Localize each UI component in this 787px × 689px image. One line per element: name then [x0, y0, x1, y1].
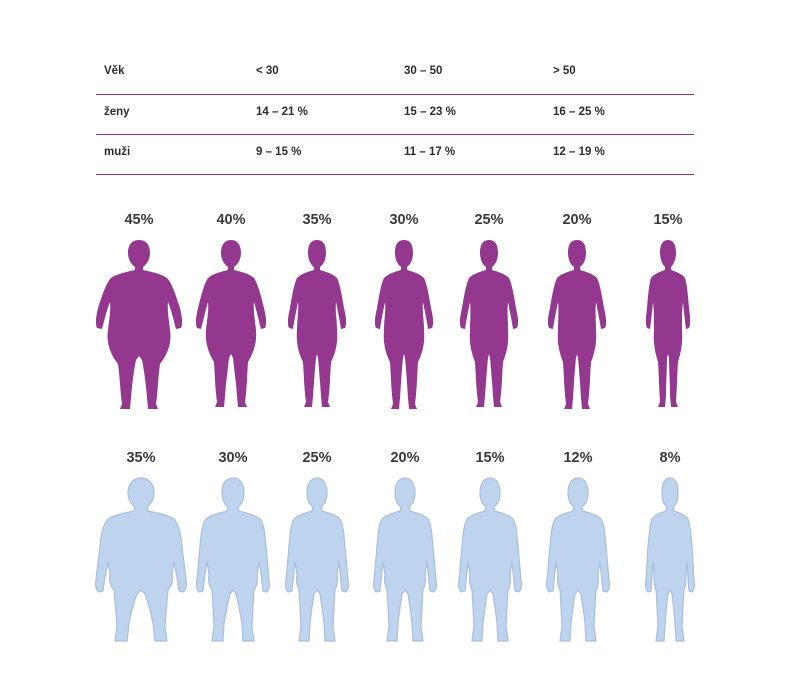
- male-silhouette-icon: [546, 477, 610, 642]
- male-percentage: 8%: [659, 450, 681, 466]
- female-figure-25: 25%: [456, 212, 522, 412]
- male-figure-15: 15%: [455, 450, 525, 650]
- male-percentage: 20%: [390, 450, 420, 466]
- female-figure-45: 45%: [94, 212, 184, 412]
- male-figure-12: 12%: [544, 450, 612, 650]
- male-silhouette-icon: [95, 477, 187, 642]
- female-percentage: 45%: [124, 212, 154, 228]
- male-figure-8: 8%: [642, 450, 698, 650]
- body-fat-table: Věk < 30 30 – 50 > 50 ženy 14 – 21 % 15 …: [96, 54, 694, 175]
- female-percentage: 35%: [302, 212, 332, 228]
- female-silhouette-icon: [287, 240, 347, 407]
- female-silhouette-icon: [547, 240, 607, 409]
- table-cell: 15 – 23 %: [404, 106, 456, 118]
- female-silhouette-icon: [195, 240, 267, 407]
- male-silhouette-icon: [458, 477, 522, 642]
- female-figure-30: 30%: [371, 212, 437, 412]
- female-silhouette-icon: [459, 240, 519, 407]
- table-cell: 11 – 17 %: [404, 146, 456, 158]
- row-label-men: muži: [104, 146, 131, 158]
- table-cell: 9 – 15 %: [256, 146, 302, 158]
- table-cell: 16 – 25 %: [553, 106, 605, 118]
- female-percentage: 40%: [216, 212, 246, 228]
- male-percentage: 30%: [218, 450, 248, 466]
- female-figure-20: 20%: [545, 212, 609, 412]
- male-percentage: 25%: [302, 450, 332, 466]
- table-header-row: Věk < 30 30 – 50 > 50: [96, 54, 694, 95]
- male-figure-25: 25%: [283, 450, 351, 650]
- female-percentage: 30%: [389, 212, 419, 228]
- male-silhouette-icon: [285, 477, 349, 642]
- male-figure-35: 35%: [92, 450, 190, 650]
- table-cell: 14 – 21 %: [256, 106, 308, 118]
- male-figure-30: 30%: [193, 450, 273, 650]
- male-silhouette-icon: [196, 477, 270, 642]
- header-over-50: > 50: [553, 65, 576, 77]
- table-cell: 12 – 19 %: [553, 146, 605, 158]
- female-silhouette-icon: [645, 240, 691, 407]
- header-age: Věk: [104, 65, 125, 77]
- female-figure-40: 40%: [193, 212, 269, 412]
- header-30-50: 30 – 50: [404, 65, 443, 77]
- male-silhouette-icon: [373, 477, 437, 642]
- female-silhouette-icon: [374, 240, 434, 409]
- male-figure-20: 20%: [370, 450, 440, 650]
- male-percentage: 35%: [126, 450, 156, 466]
- table-row-men: muži 9 – 15 % 11 – 17 % 12 – 19 %: [96, 135, 694, 175]
- female-figure-35: 35%: [285, 212, 349, 412]
- male-silhouette-icon: [645, 477, 695, 642]
- female-percentage: 25%: [474, 212, 504, 228]
- header-under-30: < 30: [256, 65, 279, 77]
- table-row-women: ženy 14 – 21 % 15 – 23 % 16 – 25 %: [96, 95, 694, 135]
- female-percentage: 20%: [562, 212, 592, 228]
- row-label-women: ženy: [104, 106, 130, 118]
- female-figure-15: 15%: [640, 212, 696, 412]
- female-percentage: 15%: [653, 212, 683, 228]
- male-percentage: 12%: [563, 450, 593, 466]
- male-percentage: 15%: [475, 450, 505, 466]
- female-silhouette-icon: [95, 240, 183, 409]
